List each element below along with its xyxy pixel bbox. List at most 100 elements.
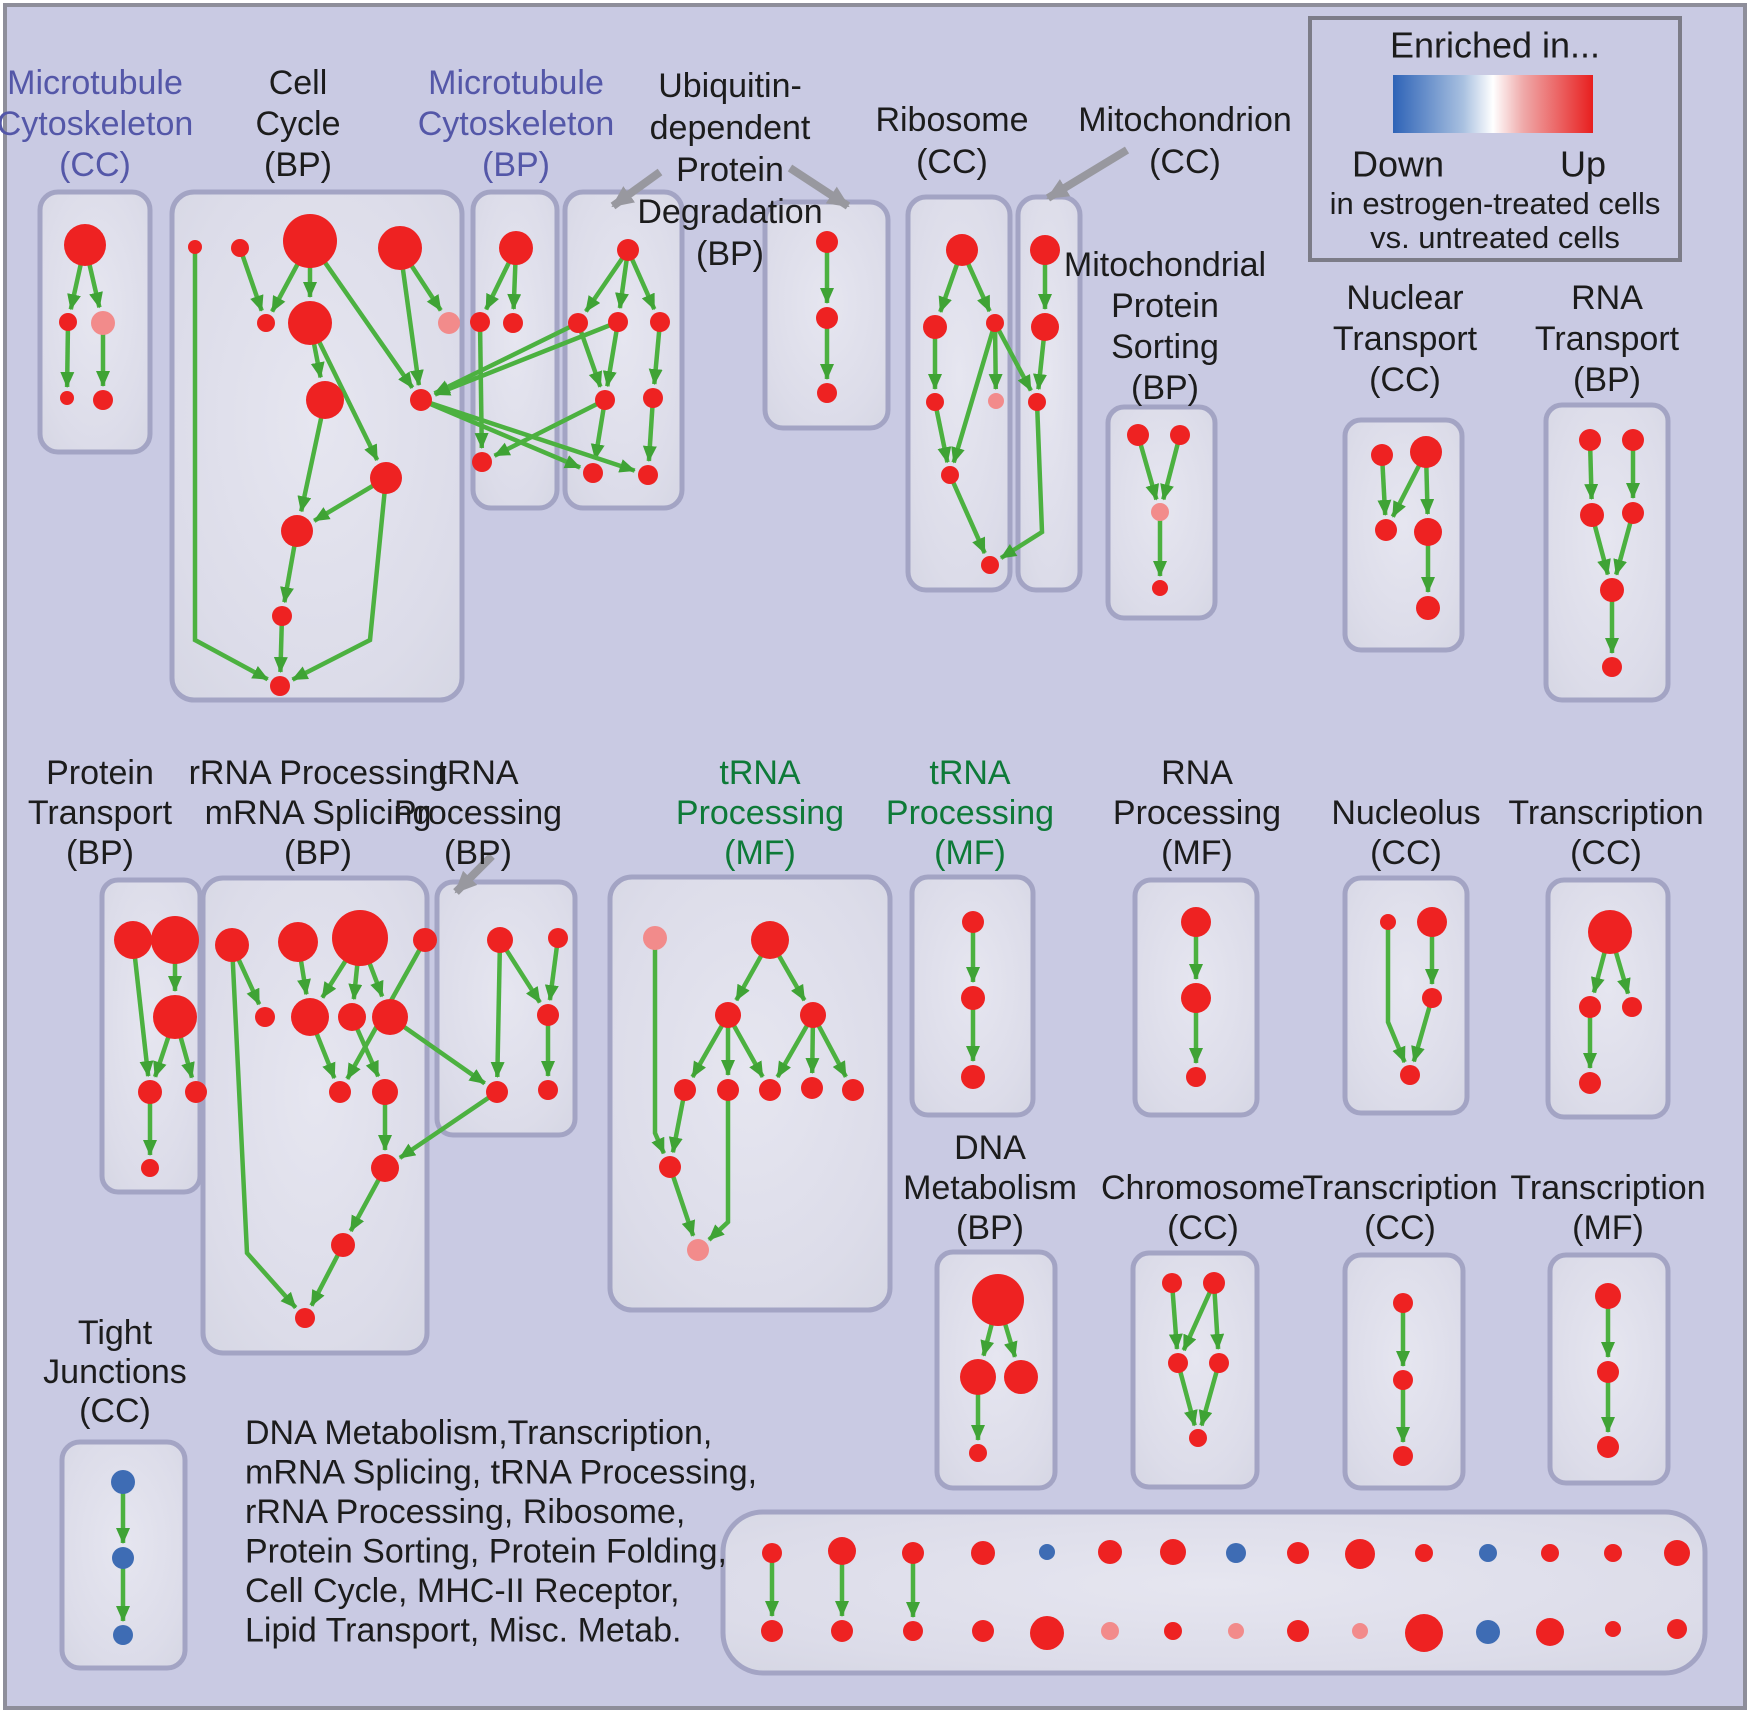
go-term-node — [1414, 518, 1442, 546]
legend-gradient-bar — [1393, 75, 1593, 133]
go-term-node — [138, 1080, 162, 1104]
go-term-node — [1410, 436, 1442, 468]
go-term-node — [59, 313, 77, 331]
cross-edge-ubiq-left-to-mt-bp — [493, 397, 607, 458]
go-term-node — [960, 1359, 996, 1395]
edge-ubiq-left — [584, 248, 630, 313]
go-term-node — [255, 1007, 275, 1027]
go-term-node — [617, 239, 639, 261]
edge-mito-sorting — [1160, 434, 1183, 501]
go-term-node — [972, 1274, 1024, 1326]
go-term-node — [1622, 502, 1644, 524]
go-term-node — [761, 1620, 783, 1642]
go-term-node — [1030, 235, 1060, 265]
go-term-node — [472, 452, 492, 472]
edge-cell-cycle — [237, 247, 264, 312]
go-term-node — [370, 462, 402, 494]
cluster-label-line: (BP) — [1573, 361, 1641, 399]
go-term-node — [962, 911, 984, 933]
go-term-node — [831, 1620, 853, 1642]
cluster-label-ribosome-cc: Ribosome (CC) — [875, 101, 1028, 181]
edge-cell-cycle — [397, 247, 424, 387]
cluster-box-ubiq-left — [562, 189, 685, 511]
cluster-label-line: (CC) — [1364, 1209, 1436, 1247]
edge-nucleolus — [1411, 997, 1435, 1063]
cluster-label-line: (BP) — [696, 235, 764, 273]
cluster-label-line: (BP) — [956, 1209, 1024, 1247]
cluster-label-line: Mitochondrial — [1064, 246, 1266, 284]
go-term-node — [1415, 1544, 1433, 1562]
cross-edge-rrna-to-trna-bp — [388, 1015, 486, 1086]
go-term-node — [1422, 988, 1442, 1008]
go-term-node — [64, 224, 106, 266]
edge-ribosome — [932, 401, 952, 464]
go-term-node — [926, 393, 944, 411]
go-term-node — [1151, 503, 1169, 521]
go-term-node — [215, 928, 249, 962]
cluster-label-line: rRNA Processing — [189, 754, 448, 792]
go-term-node — [291, 998, 329, 1036]
go-term-node — [413, 928, 437, 952]
go-term-node — [986, 314, 1004, 332]
cluster-label-line: (CC) — [59, 146, 131, 184]
go-term-node — [371, 1154, 399, 1182]
cluster-label-line: (BP) — [444, 834, 512, 872]
cluster-label-line: Processing — [886, 794, 1054, 832]
go-term-node — [1479, 1544, 1497, 1562]
cluster-label-line: (MF) — [1572, 1209, 1644, 1247]
go-term-node — [595, 390, 615, 410]
go-term-node — [114, 921, 152, 959]
note-line: Protein Sorting, Protein Folding, — [245, 1532, 727, 1570]
go-term-node — [1579, 429, 1601, 451]
go-term-node — [971, 1541, 995, 1565]
go-term-node — [1417, 907, 1447, 937]
go-term-node — [141, 1159, 159, 1177]
cluster-label-line: Transport — [1333, 320, 1478, 358]
go-term-node — [538, 1080, 558, 1100]
go-term-node — [969, 1444, 987, 1462]
go-term-node — [332, 910, 388, 966]
cluster-label-line: Sorting — [1111, 328, 1219, 366]
cluster-label-line: Processing — [676, 794, 844, 832]
go-term-node — [372, 999, 408, 1035]
edge-trna-mf-large — [651, 938, 666, 1155]
cluster-label-line: Metabolism — [903, 1169, 1077, 1207]
go-term-node — [828, 1537, 856, 1565]
cluster-label-line: Ribosome — [875, 101, 1028, 139]
cluster-label-line: Transport — [28, 794, 173, 832]
go-term-node — [903, 1621, 923, 1641]
go-term-node — [1416, 596, 1440, 620]
cluster-box-nucleolus — [1342, 875, 1470, 1116]
cluster-label-line: RNA — [1571, 279, 1643, 317]
go-term-node — [659, 1156, 681, 1178]
go-term-node — [1393, 1370, 1413, 1390]
legend-subtitle-1: in estrogen-treated cells — [1330, 186, 1661, 221]
go-term-node — [674, 1079, 696, 1101]
go-term-node — [1541, 1544, 1559, 1562]
go-term-node — [1597, 1361, 1619, 1383]
cluster-label-line: DNA — [954, 1129, 1026, 1167]
go-term-node — [817, 383, 837, 403]
go-term-node — [283, 214, 337, 268]
cluster-label-line: (BP) — [1131, 369, 1199, 407]
cluster-label-line: Protein — [1111, 287, 1219, 325]
edge-cell-cycle — [291, 477, 389, 682]
cluster-label-line: RNA — [1161, 754, 1233, 792]
go-term-node — [1580, 503, 1604, 527]
cluster-label-line: tRNA — [719, 754, 801, 792]
cluster-label-line: tRNA — [929, 754, 1011, 792]
cluster-label-line: Nuclear — [1346, 279, 1463, 317]
arrow-to-mitochondrion-box-pointer-icon — [1045, 146, 1130, 202]
go-term-node — [1098, 1540, 1122, 1564]
edge-protein-transport — [130, 939, 154, 1078]
cluster-label-line: Microtubule — [428, 64, 604, 102]
edge-trna-bp — [490, 939, 505, 1078]
cluster-label-line: Cycle — [255, 105, 340, 143]
go-term-node — [281, 515, 313, 547]
edge-ubiq-left — [575, 322, 603, 388]
cluster-label-line: Protein — [676, 151, 784, 189]
cluster-label-line: Nucleolus — [1331, 794, 1480, 832]
cross-edge-ubiq-left-to-cell-cycle — [433, 320, 579, 396]
